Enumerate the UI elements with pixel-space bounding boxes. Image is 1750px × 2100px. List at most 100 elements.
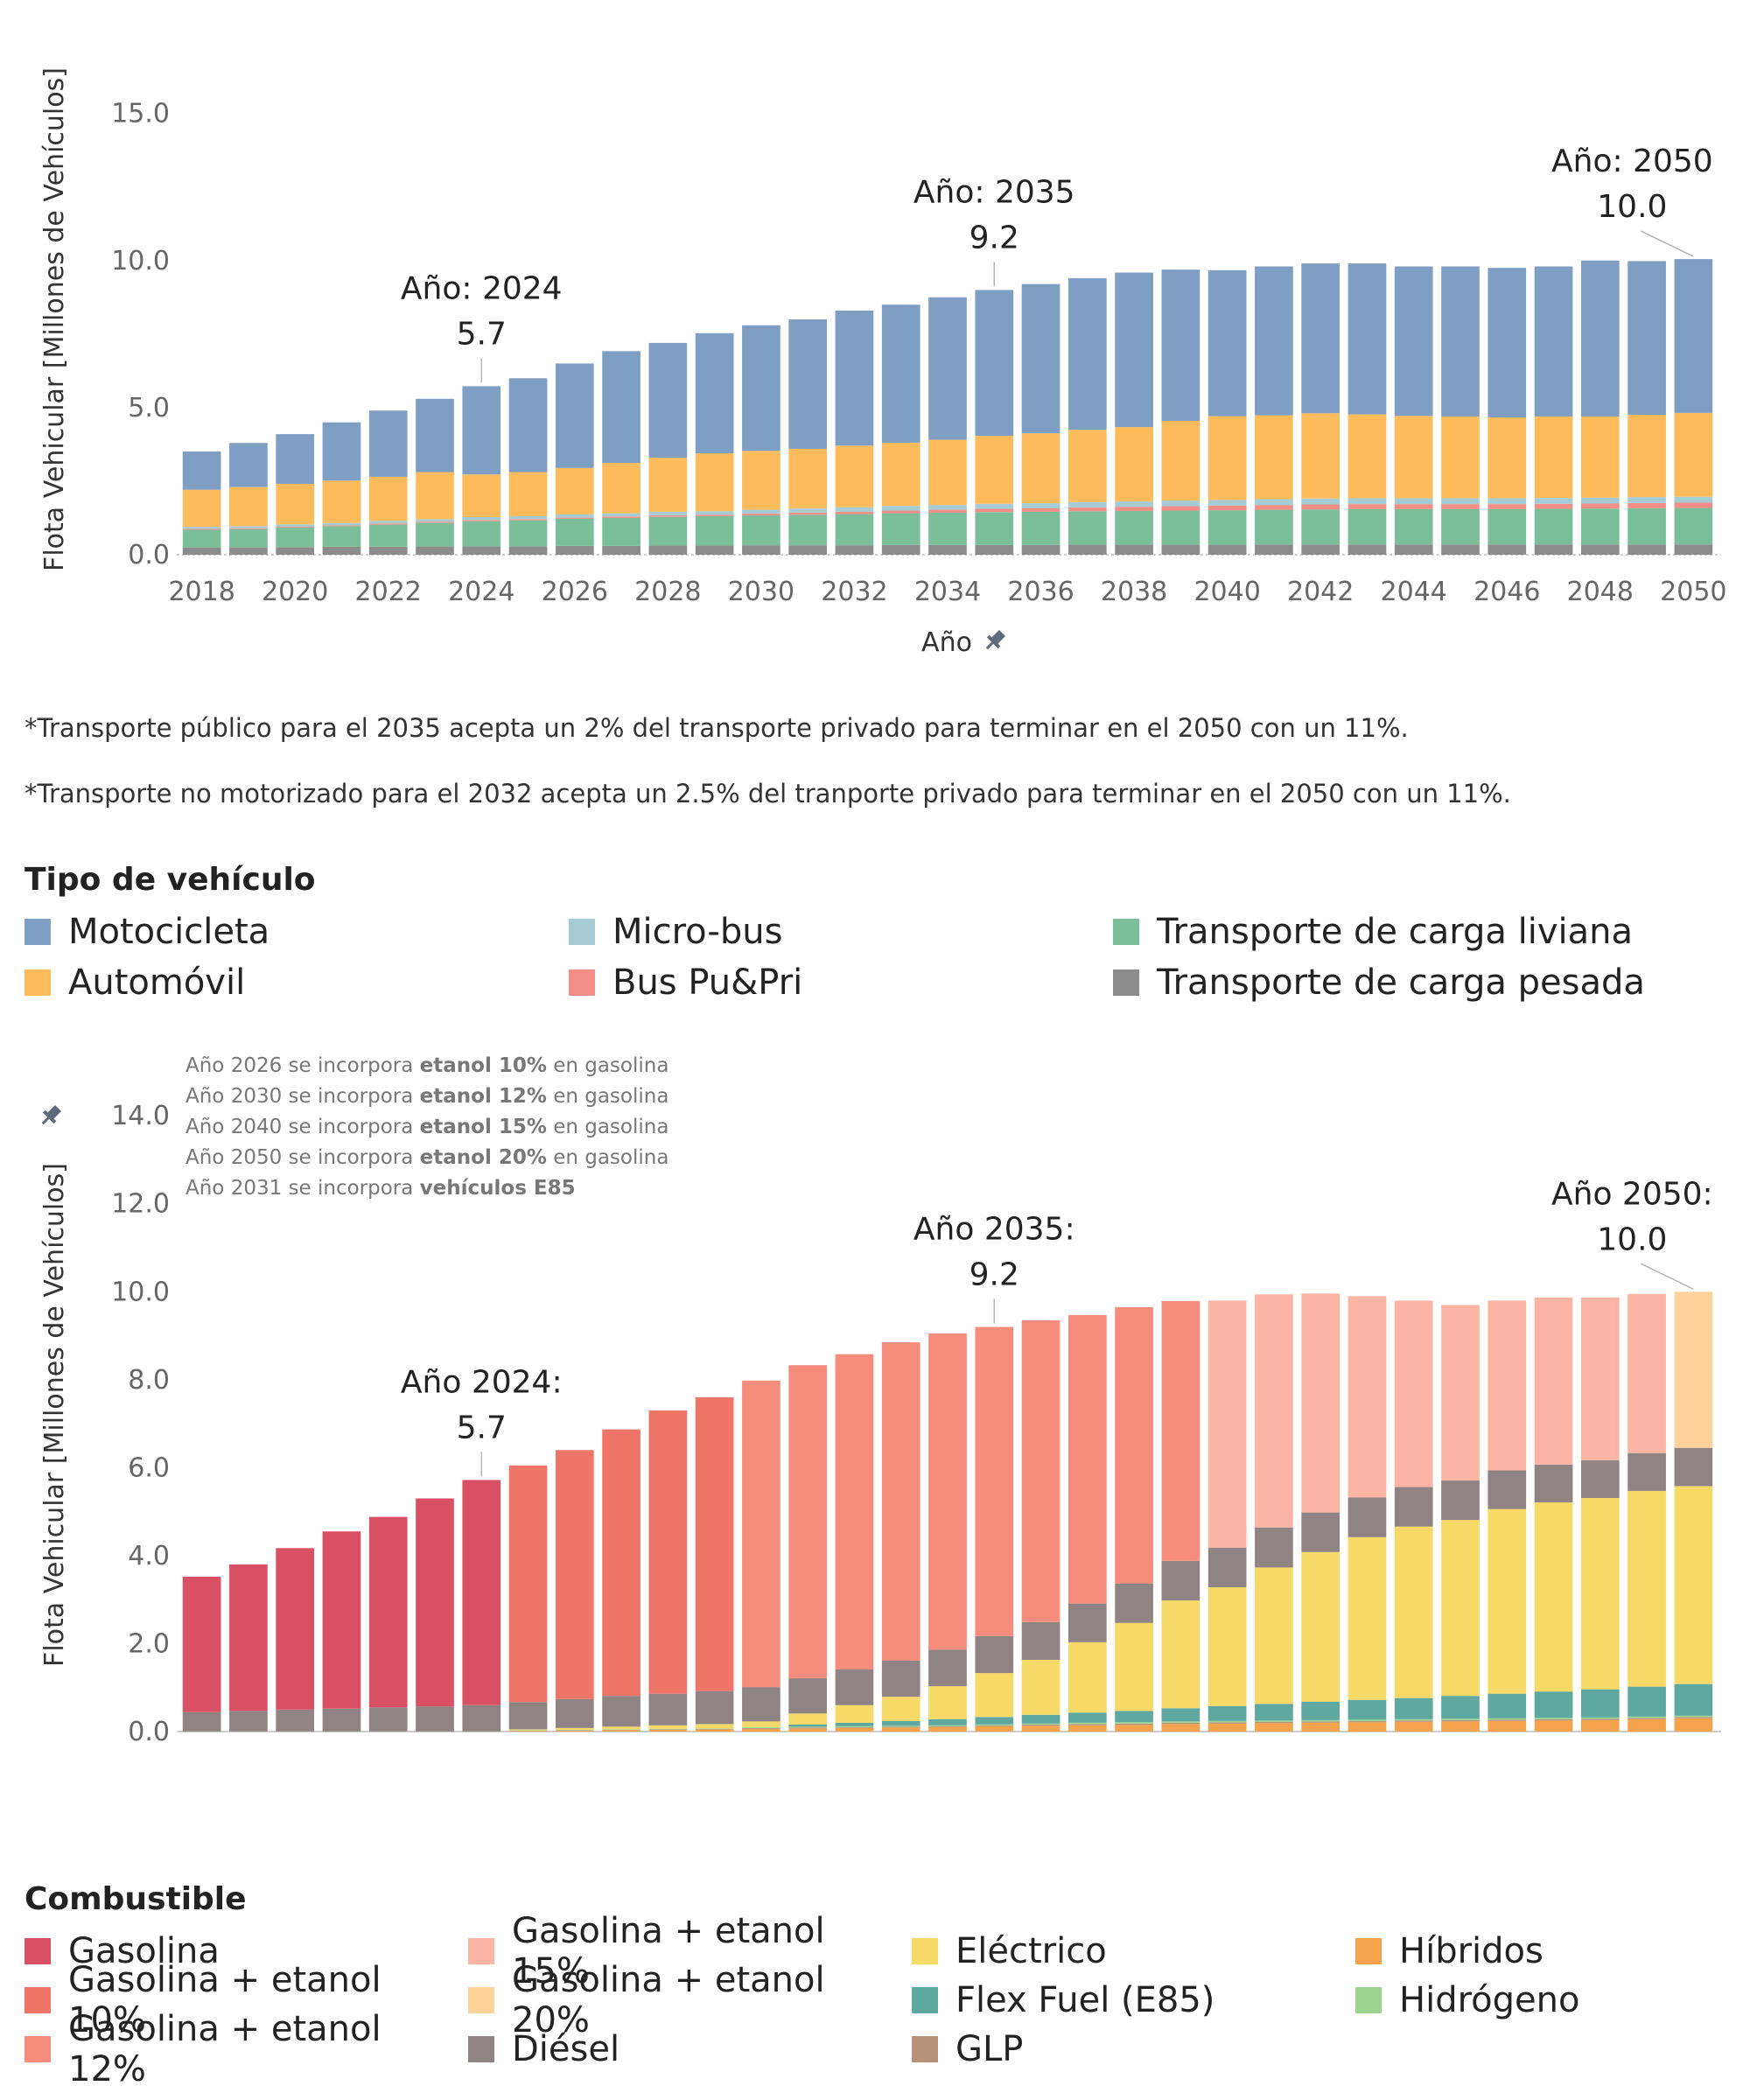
bar-segment[interactable]	[1021, 1724, 1060, 1726]
bar-segment[interactable]	[322, 1708, 361, 1732]
bar-segment[interactable]	[695, 1729, 734, 1732]
legend-item-motocicleta[interactable]: Motocicleta	[24, 906, 569, 957]
bar-segment[interactable]	[1161, 510, 1200, 545]
bar-segment[interactable]	[276, 1709, 315, 1732]
bar-segment[interactable]	[1255, 544, 1293, 555]
bar-segment[interactable]	[928, 439, 967, 506]
bar-segment[interactable]	[1441, 498, 1480, 505]
bar-segment[interactable]	[1255, 499, 1293, 506]
bar-segment[interactable]	[1628, 508, 1666, 545]
bar-segment[interactable]	[1255, 266, 1293, 416]
bar-segment[interactable]	[508, 520, 548, 547]
bar-segment[interactable]	[835, 514, 874, 546]
bar-segment[interactable]	[1115, 1722, 1153, 1724]
bar-segment[interactable]	[1161, 1560, 1200, 1601]
bar-segment[interactable]	[648, 342, 688, 458]
bar-segment[interactable]	[1068, 1724, 1107, 1726]
bar-segment[interactable]	[602, 513, 640, 517]
bar-segment[interactable]	[508, 546, 548, 555]
bar-segment[interactable]	[1068, 277, 1107, 430]
bar-segment[interactable]	[742, 509, 780, 514]
bar-segment[interactable]	[508, 519, 548, 521]
bar-segment[interactable]	[1580, 416, 1620, 498]
bar-segment[interactable]	[1394, 1526, 1433, 1698]
bar-segment[interactable]	[182, 529, 221, 548]
bar-segment[interactable]	[1255, 1704, 1293, 1721]
bar-segment[interactable]	[835, 1726, 874, 1728]
bar-segment[interactable]	[1628, 544, 1666, 555]
bar-segment[interactable]	[648, 1728, 688, 1730]
bar-segment[interactable]	[555, 467, 594, 514]
bar-segment[interactable]	[416, 1706, 454, 1732]
bar-segment[interactable]	[1348, 1296, 1387, 1498]
bar-segment[interactable]	[975, 512, 1014, 545]
bar-segment[interactable]	[1161, 1721, 1200, 1723]
legend-item-gasolina-etanol-20[interactable]: Gasolina + etanol 20%	[468, 1960, 912, 2040]
bar-segment[interactable]	[1394, 1698, 1433, 1719]
bar-segment[interactable]	[1348, 1497, 1387, 1537]
bar-segment[interactable]	[928, 1726, 967, 1727]
bar-segment[interactable]	[602, 351, 640, 464]
bar-segment[interactable]	[1255, 1723, 1293, 1732]
bar-segment[interactable]	[835, 545, 874, 555]
bar-segment[interactable]	[1021, 503, 1060, 508]
bar-segment[interactable]	[276, 434, 315, 484]
bar-segment[interactable]	[881, 442, 920, 507]
bar-segment[interactable]	[1628, 261, 1666, 415]
bar-segment[interactable]	[1208, 1722, 1247, 1724]
bar-segment[interactable]	[1488, 1300, 1527, 1471]
bar-segment[interactable]	[182, 547, 221, 555]
bar-segment[interactable]	[1488, 268, 1527, 417]
bar-segment[interactable]	[881, 506, 920, 511]
bar-segment[interactable]	[1674, 508, 1713, 545]
bar-segment[interactable]	[742, 1380, 780, 1688]
bar-segment[interactable]	[1534, 1502, 1573, 1692]
bar-segment[interactable]	[368, 1516, 408, 1708]
bar-segment[interactable]	[1161, 1708, 1200, 1722]
bar-segment[interactable]	[788, 319, 828, 449]
legend-item-gasolina-etanol-10[interactable]: Gasolina + etanol 10%	[24, 1960, 468, 2040]
bar-segment[interactable]	[1394, 1300, 1433, 1488]
bar-segment[interactable]	[648, 514, 688, 517]
bar-segment[interactable]	[1394, 498, 1433, 505]
bar-segment[interactable]	[1394, 1721, 1433, 1732]
legend-item-automovil[interactable]: Automóvil	[24, 957, 569, 1008]
bar-segment[interactable]	[975, 544, 1014, 555]
bar-segment[interactable]	[462, 516, 501, 521]
bar-segment[interactable]	[416, 519, 454, 522]
bar-segment[interactable]	[1301, 1701, 1340, 1720]
bar-segment[interactable]	[416, 398, 454, 472]
bar-segment[interactable]	[1580, 544, 1620, 555]
bar-segment[interactable]	[276, 528, 315, 548]
bar-segment[interactable]	[1301, 413, 1340, 499]
bar-segment[interactable]	[695, 1724, 734, 1729]
bar-segment[interactable]	[928, 544, 967, 555]
bar-segment[interactable]	[648, 511, 688, 515]
bar-segment[interactable]	[555, 1727, 594, 1730]
bar-segment[interactable]	[1301, 504, 1340, 510]
bar-segment[interactable]	[648, 545, 688, 555]
bar-segment[interactable]	[1534, 266, 1573, 416]
bar-segment[interactable]	[788, 1365, 828, 1679]
bar-segment[interactable]	[1208, 510, 1247, 545]
bar-segment[interactable]	[1674, 496, 1713, 503]
bar-segment[interactable]	[1161, 270, 1200, 422]
bar-segment[interactable]	[1441, 544, 1480, 555]
bar-segment[interactable]	[1021, 1621, 1060, 1660]
bar-segment[interactable]	[742, 1726, 780, 1728]
bar-segment[interactable]	[928, 1726, 967, 1732]
legend-item-flex-fuel-e85[interactable]: Flex Fuel (E85)	[912, 1975, 1355, 2026]
bar-segment[interactable]	[1441, 1719, 1480, 1722]
bar-segment[interactable]	[1068, 1314, 1107, 1604]
bar-segment[interactable]	[648, 458, 688, 512]
bar-segment[interactable]	[1021, 1714, 1060, 1724]
bar-segment[interactable]	[1628, 1718, 1666, 1719]
bar-segment[interactable]	[1115, 501, 1153, 508]
bar-segment[interactable]	[1255, 1720, 1293, 1722]
bar-segment[interactable]	[416, 472, 454, 520]
bar-segment[interactable]	[508, 1702, 548, 1730]
bar-segment[interactable]	[1208, 1587, 1247, 1706]
bar-segment[interactable]	[368, 410, 408, 477]
bar-segment[interactable]	[695, 514, 734, 516]
pin-icon[interactable]	[981, 627, 1007, 654]
